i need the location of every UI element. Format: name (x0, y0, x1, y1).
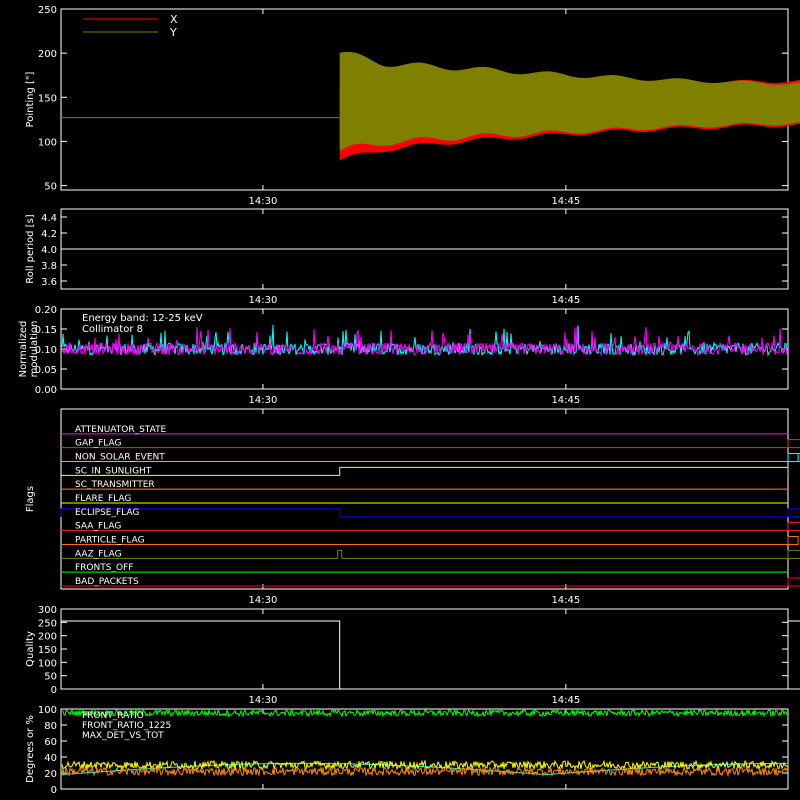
panel-flags: 14:3014:4515:0015:1515:3015:45FlagsATTEN… (25, 408, 800, 606)
flag-trace-eclipse_flag (60, 508, 800, 518)
flag-label-attenuator_state: ATTENUATOR_STATE (75, 425, 167, 435)
flag-label-aaz_flag: AAZ_FLAG (75, 549, 122, 559)
pointing-y-tick-label: 200 (38, 49, 57, 60)
modulation-time-tick-label: 14:30 (249, 395, 278, 406)
flag-trace-aaz_flag (61, 549, 800, 559)
pointing-time-tick-label: 14:30 (249, 196, 278, 207)
ratios-ylabel: Degrees or % (25, 715, 36, 783)
modulation-y-tick-label: 0.20 (35, 305, 57, 316)
quality-y-tick-label: 100 (38, 658, 57, 669)
ratios-axes-frame (60, 708, 789, 790)
roll-ylabel: Roll period [s] (25, 214, 36, 283)
ratios-legend-front_ratio: FRONT_RATIO (82, 711, 144, 721)
panel-modulation: 14:3014:4515:0015:1515:3015:450.000.050.… (18, 305, 789, 406)
flags-ylabel: Flags (25, 486, 36, 512)
flag-label-gap_flag: GAP_FLAG (75, 439, 121, 449)
quality-y-tick-label: 300 (38, 605, 57, 616)
ratios-y-tick-label: 60 (44, 737, 57, 748)
flag-label-fronts_off: FRONTS_OFF (75, 563, 133, 573)
roll-y-tick-label: 3.8 (41, 261, 57, 272)
pointing-y-tick-label: 150 (38, 93, 57, 104)
modulation-y-tick-label: 0.00 (35, 385, 57, 396)
flags-axes-frame (60, 408, 789, 590)
flag-trace-non_solar_event (61, 453, 800, 462)
roll-time-tick-label: 14:45 (551, 295, 580, 306)
ratios-y-tick-label: 0 (51, 785, 57, 796)
panel-pointing: 14:3014:4515:0015:1515:3015:455010015020… (25, 5, 800, 207)
quality-y-tick-label: 50 (44, 672, 57, 683)
flag-trace-gap_flag (61, 439, 800, 449)
legend-label-x: X (170, 13, 178, 26)
ratios-series-front_ratio_1225 (61, 759, 788, 771)
flag-trace-particle_flag (61, 536, 799, 545)
flags-time-tick-label: 14:30 (249, 595, 278, 606)
pointing-ylabel: Pointing ["] (25, 71, 36, 127)
modulation-ylabel: modulation (29, 321, 40, 378)
modulation-time-tick-label: 14:45 (551, 395, 580, 406)
quality-time-tick-label: 14:45 (551, 695, 580, 706)
panels: 14:3014:4515:0015:1515:3015:455010015020… (18, 5, 800, 796)
flag-trace-bad_packets (61, 577, 800, 587)
flag-label-sc_in_sunlight: SC_IN_SUNLIGHT (75, 466, 152, 476)
modulation-y-tick-label: 0.15 (35, 325, 57, 336)
flag-label-non_solar_event: NON_SOLAR_EVENT (75, 453, 165, 463)
flag-label-saa_flag: SAA_FLAG (75, 522, 121, 532)
ratios-series-max_det_vs_tot (61, 765, 788, 778)
roll-y-tick-label: 4.2 (41, 229, 57, 240)
modulation-y-tick-label: 0.10 (35, 345, 57, 356)
ratios-y-tick-label: 20 (44, 769, 57, 780)
quality-ylabel: Quality (25, 631, 36, 667)
modulation-series-magenta (61, 326, 788, 357)
modulation-annotation: Collimator 8 (82, 324, 143, 335)
flag-label-bad_packets: BAD_PACKETS (75, 577, 139, 587)
quality-y-tick-label: 200 (38, 632, 57, 643)
ratios-y-tick-label: 40 (44, 753, 57, 764)
flag-label-sc_transmitter: SC_TRANSMITTER (75, 480, 155, 490)
pointing-y-tick-label: 250 (38, 5, 57, 16)
ratios-legend-max_det_vs_tot: MAX_DET_VS_TOT (82, 731, 164, 741)
roll-y-tick-label: 4.4 (41, 213, 57, 224)
modulation-y-tick-label: 0.05 (35, 365, 57, 376)
quality-time-tick-label: 14:30 (249, 695, 278, 706)
pointing-y-envelope (339, 51, 800, 151)
flag-label-flare_flag: FLARE_FLAG (75, 494, 131, 504)
roll-y-tick-label: 4.0 (41, 245, 57, 256)
panel-roll: 14:3014:4515:0015:1515:3015:453.63.84.04… (25, 208, 789, 306)
ratios-legend-front_ratio_1225: FRONT_RATIO_1225 (82, 721, 171, 731)
roll-time-tick-label: 14:30 (249, 295, 278, 306)
pointing-time-tick-label: 14:45 (551, 196, 580, 207)
ratios-series-front_ratio (61, 707, 788, 718)
flags-time-tick-label: 14:45 (551, 595, 580, 606)
flag-label-particle_flag: PARTICLE_FLAG (75, 536, 145, 546)
pointing-y-tick-label: 100 (38, 137, 57, 148)
quality-y-tick-label: 150 (38, 645, 57, 656)
panel-quality: 14:3014:4515:0015:1515:3015:450501001502… (25, 605, 800, 706)
flag-trace-sc_in_sunlight (61, 466, 789, 476)
quality-y-tick-label: 0 (51, 685, 57, 696)
quality-y-tick-label: 250 (38, 618, 57, 629)
pointing-y-tick-label: 50 (44, 182, 57, 193)
flag-label-eclipse_flag: ECLIPSE_FLAG (75, 508, 139, 518)
modulation-ylabel: Normalized (18, 321, 29, 378)
roll-y-tick-label: 3.6 (41, 277, 57, 288)
legend-label-y: Y (169, 26, 177, 39)
flag-trace-saa_flag (61, 522, 800, 532)
modulation-annotation: Energy band: 12-25 keV (82, 313, 203, 324)
ratios-y-tick-label: 80 (44, 721, 57, 732)
ratios-y-tick-label: 100 (38, 705, 57, 716)
quality-trace (61, 620, 800, 690)
